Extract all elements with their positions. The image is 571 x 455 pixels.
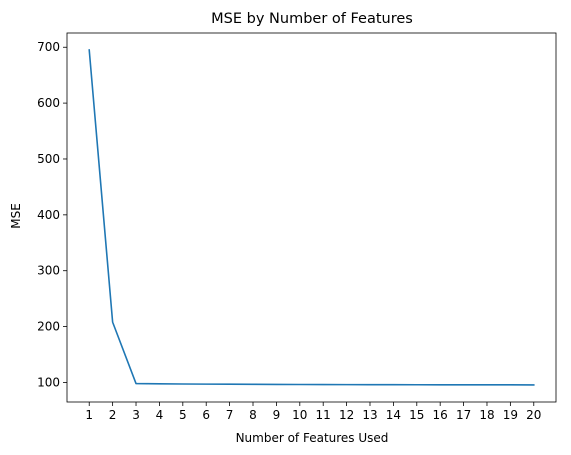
- x-tick-label: 16: [433, 408, 448, 422]
- x-tick-label: 18: [479, 408, 494, 422]
- plot-frame: [66, 32, 557, 403]
- chart-title: MSE by Number of Features: [211, 11, 413, 27]
- series-line: [88, 49, 535, 386]
- x-tick-label: 8: [249, 408, 257, 422]
- x-tick-label: 20: [526, 408, 541, 422]
- x-axis-label: Number of Features Used: [236, 431, 389, 445]
- x-tick-label: 4: [156, 408, 164, 422]
- x-tick-label: 9: [273, 408, 281, 422]
- y-tick-label: 500: [37, 152, 60, 166]
- x-tick-label: 14: [386, 408, 401, 422]
- x-tick-label: 12: [339, 408, 354, 422]
- y-tick-label: 600: [37, 96, 60, 110]
- x-tick-label: 19: [503, 408, 518, 422]
- x-tick-label: 7: [226, 408, 234, 422]
- x-tick-label: 11: [316, 408, 331, 422]
- y-tick-label: 700: [37, 40, 60, 54]
- x-tick-label: 15: [409, 408, 424, 422]
- y-tick-label: 100: [37, 375, 60, 389]
- y-tick-label: 200: [37, 320, 60, 334]
- plot-area: 1 2 3 4 5 6 7 8 9 10 11 12 13 14 15 16 17 18 19 20100200300…: [37, 32, 557, 422]
- x-tick-label: 3: [132, 408, 140, 422]
- x-tick-label: 1: [85, 408, 93, 422]
- y-tick-label: 300: [37, 264, 60, 278]
- x-tick-label: 6: [202, 408, 210, 422]
- y-axis-label: MSE: [9, 203, 23, 229]
- x-tick-label: 10: [292, 408, 307, 422]
- x-tick-label: 5: [179, 408, 187, 422]
- x-tick-label: 13: [362, 408, 377, 422]
- x-tick-label: 17: [456, 408, 471, 422]
- y-tick-label: 400: [37, 208, 60, 222]
- x-tick-label: 2: [109, 408, 117, 422]
